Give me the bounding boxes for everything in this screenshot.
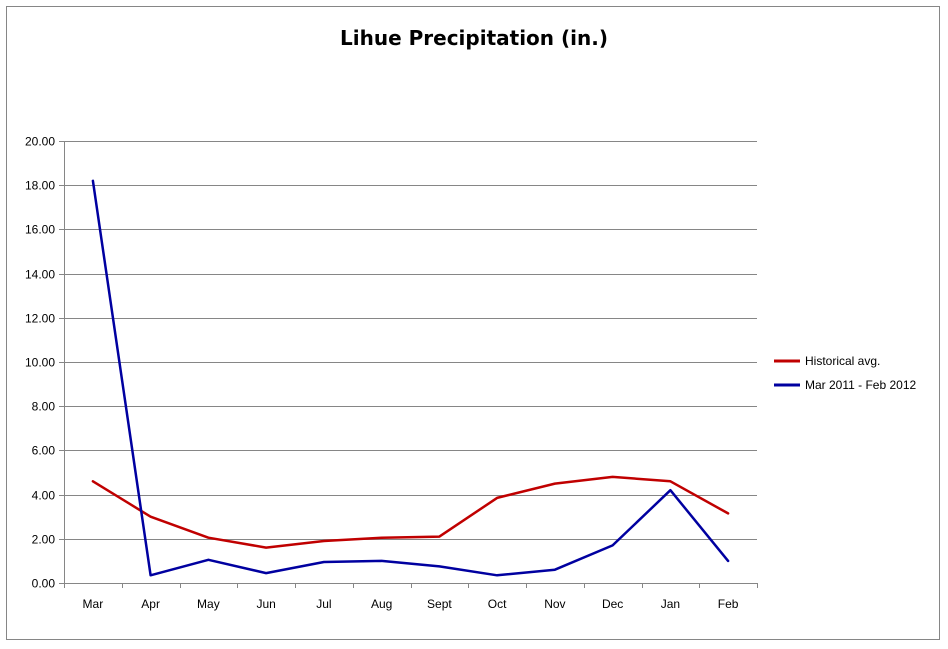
axes: 0.00 2.00 4.00 6.00 8.00 10.00 12.00 14.00 16.00… <box>25 135 758 611</box>
x-tick-label: May <box>197 597 220 611</box>
series-line-2 <box>91 179 730 577</box>
y-tick-label: 18.00 <box>25 179 55 193</box>
chart-title: Lihue Precipitation (in.) <box>340 26 608 50</box>
x-tick-label: Jun <box>256 597 275 611</box>
y-tick-label: 12.00 <box>25 312 55 326</box>
x-tick-label: Jul <box>316 597 331 611</box>
y-tick-label: 8.00 <box>32 400 56 414</box>
y-tick-label: 0.00 <box>32 577 56 591</box>
y-tick-label: 16.00 <box>25 223 55 237</box>
y-tick-label: 6.00 <box>32 444 56 458</box>
series-lines <box>91 179 730 577</box>
y-tick-label: 2.00 <box>32 533 56 547</box>
y-tick-label: 10.00 <box>25 356 55 370</box>
x-tick-label: Feb <box>718 597 739 611</box>
x-tick-label: Dec <box>602 597 623 611</box>
series-line-1 <box>91 475 730 549</box>
x-tick-label: Aug <box>371 597 392 611</box>
chart-frame <box>6 6 940 640</box>
gridlines <box>64 141 757 540</box>
y-tick-label: 20.00 <box>25 135 55 149</box>
x-tick-label: Oct <box>488 597 507 611</box>
x-tick-label: Apr <box>141 597 160 611</box>
y-tick-label: 14.00 <box>25 268 55 282</box>
x-tick-label: Mar <box>83 597 104 611</box>
y-tick-label: 4.00 <box>32 489 56 503</box>
x-tick-label: Jan <box>661 597 680 611</box>
legend-label: Historical avg. <box>805 354 880 368</box>
legend-label: Mar 2011 - Feb 2012 <box>805 378 917 392</box>
x-tick-label: Sept <box>427 597 452 611</box>
legend: Historical avg. Mar 2011 - Feb 2012 <box>774 354 917 392</box>
x-tick-label: Nov <box>544 597 565 611</box>
